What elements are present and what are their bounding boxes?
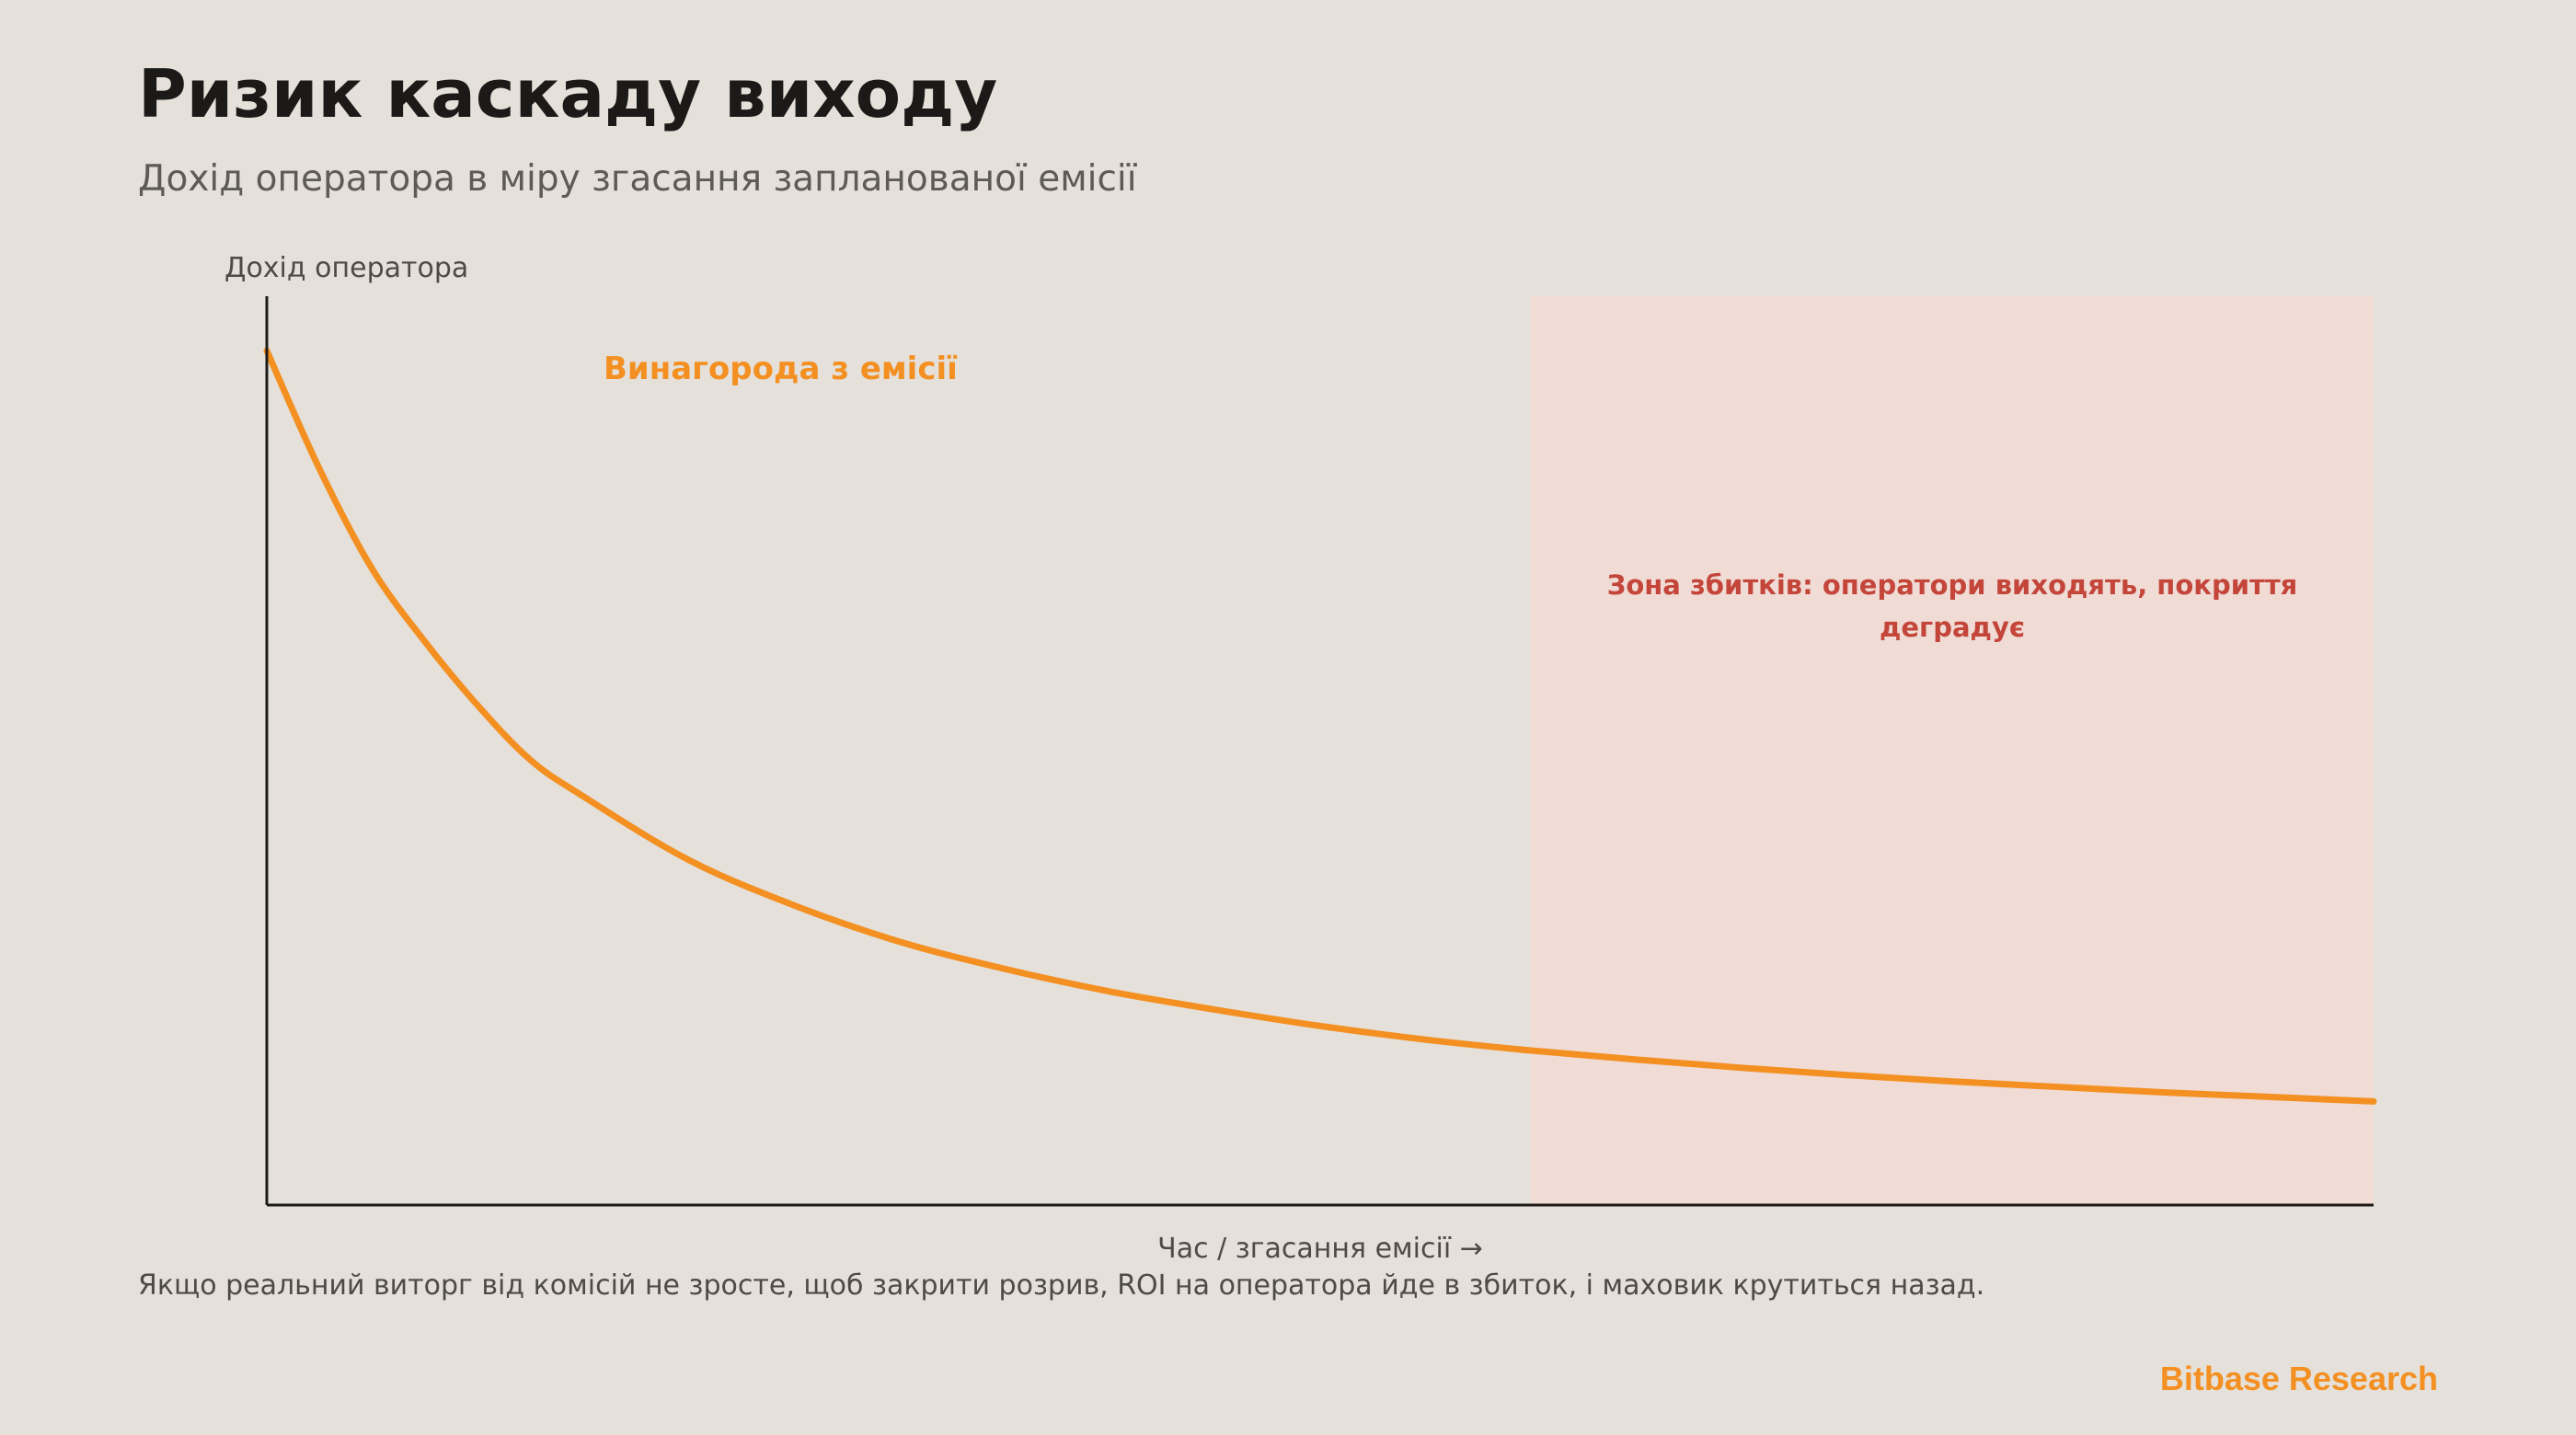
brand-logo-text: Bitbase Research	[2159, 1360, 2438, 1397]
loss-zone-label-line-2: деградує	[1880, 612, 2025, 643]
chart-title: Ризик каскаду виходу	[138, 55, 998, 132]
series-label-emission-reward: Винагорода з емісії	[604, 350, 958, 387]
loss-zone-label-line-1: Зона збитків: оператори виходять, покрит…	[1607, 569, 2298, 601]
chart-subtitle: Дохід оператора в міру згасання запланов…	[138, 158, 1137, 200]
footnote: Якщо реальний виторг від комісій не зрос…	[138, 1269, 1985, 1302]
x-axis-label: Час / згасання емісії →	[1157, 1233, 1483, 1265]
y-axis-label: Дохід оператора	[224, 252, 469, 284]
series-line-emission-reward	[263, 347, 2377, 1105]
loss-zone-region	[1531, 296, 2374, 1205]
